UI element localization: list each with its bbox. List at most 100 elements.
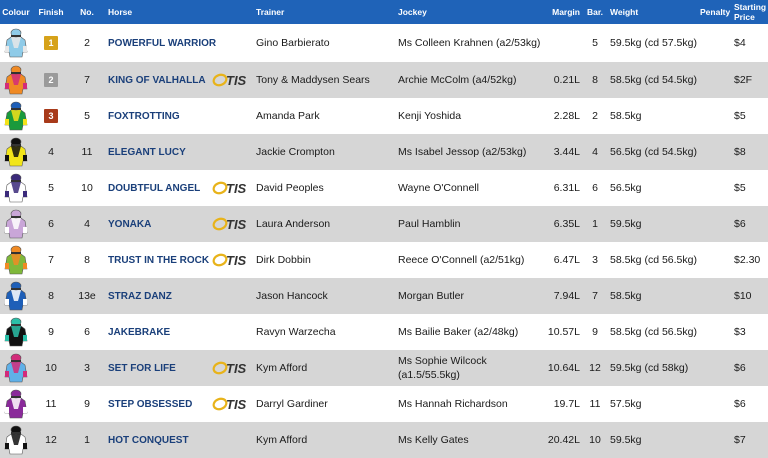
result-row: 1 2 POWERFUL WARRIOR Gino Barbierato Ms Coll… — [0, 24, 768, 62]
horse-name-link[interactable]: DOUBTFUL ANGEL — [108, 182, 201, 194]
trainer-name: Darryl Gardiner — [256, 398, 328, 410]
result-row: 11 9 STEP OBSESSED TIS Darryl Gardiner Ms Han… — [0, 386, 768, 422]
jockey-silk-icon — [0, 206, 32, 242]
weight-value: 58.5kg — [610, 290, 642, 302]
penalty-value — [700, 134, 728, 170]
finish-cell: 10 — [34, 350, 68, 386]
horse-number: 6 — [84, 326, 90, 338]
starting-price-value: $6 — [734, 362, 746, 374]
penalty-value — [700, 24, 728, 62]
starting-price-value: $2F — [734, 74, 753, 86]
finish-position: 9 — [48, 326, 54, 338]
result-row: 3 5 FOXTROTTING Amanda Park Kenji Yoshida 2.2… — [0, 98, 768, 134]
finish-cell: 2 — [34, 62, 68, 98]
jockey-name: Wayne O'Connell — [398, 182, 479, 194]
otis-text: TIS — [226, 181, 247, 196]
barrier-value: 6 — [592, 182, 598, 194]
horse-name-link[interactable]: KING OF VALHALLA — [108, 74, 206, 86]
horse-name-link[interactable]: STEP OBSESSED — [108, 398, 193, 410]
margin-value: 20.42L — [547, 434, 580, 446]
header-colour: Colour — [2, 7, 30, 17]
horse-name-link[interactable]: TRUST IN THE ROCK — [108, 254, 210, 266]
horse-name-link[interactable]: ELEGANT LUCY — [108, 146, 186, 158]
table-header: Colour Finish No. Horse Trainer Jockey M… — [0, 0, 768, 24]
horse-number: 3 — [84, 362, 90, 374]
trainer-name: David Peoples — [256, 182, 324, 194]
result-row: 6 4 YONAKA TIS Laura Anderson Paul Hamblin 6.3… — [0, 206, 768, 242]
result-row: 8 13e STRAZ DANZ Jason Hancock Morgan Butler… — [0, 278, 768, 314]
barrier-value: 8 — [592, 74, 598, 86]
margin-value: 19.7L — [553, 398, 580, 410]
horse-number: 7 — [84, 74, 90, 86]
otis-text: TIS — [226, 217, 247, 232]
starting-price-value: $3 — [734, 326, 746, 338]
barrier-value: 1 — [592, 218, 598, 230]
horse-name-link[interactable]: POWERFUL WARRIOR — [108, 37, 217, 49]
jockey-silk-icon — [0, 422, 32, 458]
finish-cell: 12 — [34, 422, 68, 458]
starting-price-value: $8 — [734, 146, 746, 158]
finish-badge: 1 — [44, 36, 58, 50]
finish-position: 11 — [45, 398, 57, 410]
finish-badge: 2 — [44, 73, 58, 87]
result-row: 5 10 DOUBTFUL ANGEL TIS David Peoples Wayne O… — [0, 170, 768, 206]
otis-logo-icon: TIS — [212, 170, 252, 206]
jockey-silk-icon — [0, 98, 32, 134]
weight-value: 58.5kg (cd 54.5kg) — [610, 74, 697, 86]
jockey-silk-icon — [0, 242, 32, 278]
finish-position: 5 — [48, 182, 54, 194]
penalty-value — [700, 170, 728, 206]
horse-name-link[interactable]: JAKEBRAKE — [108, 326, 171, 338]
jockey-name: Archie McColm (a4/52kg) — [398, 74, 517, 86]
jockey-name: Ms Kelly Gates — [398, 434, 469, 446]
margin-value — [542, 24, 580, 62]
weight-value: 57.5kg — [610, 398, 642, 410]
horse-name-link[interactable]: HOT CONQUEST — [108, 434, 189, 446]
finish-cell: 3 — [34, 98, 68, 134]
finish-position: 4 — [48, 146, 54, 158]
result-row: 9 6 JAKEBRAKE Ravyn Warzecha Ms Bailie Baker… — [0, 314, 768, 350]
starting-price-value: $6 — [734, 398, 746, 410]
trainer-name: Jason Hancock — [256, 290, 328, 302]
trainer-name: Kym Afford — [256, 434, 308, 446]
trainer-name: Laura Anderson — [256, 218, 331, 230]
penalty-value — [700, 242, 728, 278]
result-row: 7 8 TRUST IN THE ROCK TIS Dirk Dobbin Reece O… — [0, 242, 768, 278]
otis-logo-icon: TIS — [212, 206, 252, 242]
jockey-silk-icon — [0, 314, 32, 350]
barrier-value: 10 — [589, 434, 601, 446]
barrier-value: 3 — [592, 254, 598, 266]
weight-value: 59.5kg (cd 57.5kg) — [610, 37, 697, 49]
jockey-name: Morgan Butler — [398, 290, 464, 302]
barrier-value: 4 — [592, 146, 598, 158]
otis-text: TIS — [226, 397, 247, 412]
starting-price-value: $2.30 — [734, 254, 761, 266]
finish-cell: 11 — [34, 386, 68, 422]
result-row: 2 7 KING OF VALHALLA TIS Tony & Maddysen Sea… — [0, 62, 768, 98]
horse-name-link[interactable]: YONAKA — [108, 218, 152, 230]
otis-text: TIS — [226, 73, 247, 88]
finish-cell: 4 — [34, 134, 68, 170]
header-penalty: Penalty — [700, 7, 731, 17]
horse-name-link[interactable]: SET FOR LIFE — [108, 362, 176, 374]
result-row: 12 1 HOT CONQUEST Kym Afford Ms Kelly Gates 2… — [0, 422, 768, 458]
penalty-value — [700, 314, 728, 350]
weight-value: 58.5kg — [610, 110, 642, 122]
finish-badge: 3 — [44, 109, 58, 123]
otis-text: TIS — [226, 361, 247, 376]
header-number: No. — [80, 7, 94, 17]
results-body: 1 2 POWERFUL WARRIOR Gino Barbierato Ms Coll… — [0, 24, 768, 458]
penalty-value — [700, 206, 728, 242]
starting-price-value: $6 — [734, 218, 746, 230]
horse-name-link[interactable]: FOXTROTTING — [108, 110, 180, 122]
jockey-name: Kenji Yoshida — [398, 110, 462, 122]
trainer-name: Tony & Maddysen Sears — [256, 74, 370, 86]
otis-logo-icon: TIS — [212, 350, 252, 386]
result-row: 10 3 SET FOR LIFE TIS Kym Afford Ms Sophie Wi… — [0, 350, 768, 386]
finish-position: 7 — [48, 254, 54, 266]
weight-value: 56.5kg — [610, 182, 642, 194]
header-margin: Margin — [552, 7, 580, 17]
finish-cell: 8 — [34, 278, 68, 314]
horse-name-link[interactable]: STRAZ DANZ — [108, 290, 172, 302]
